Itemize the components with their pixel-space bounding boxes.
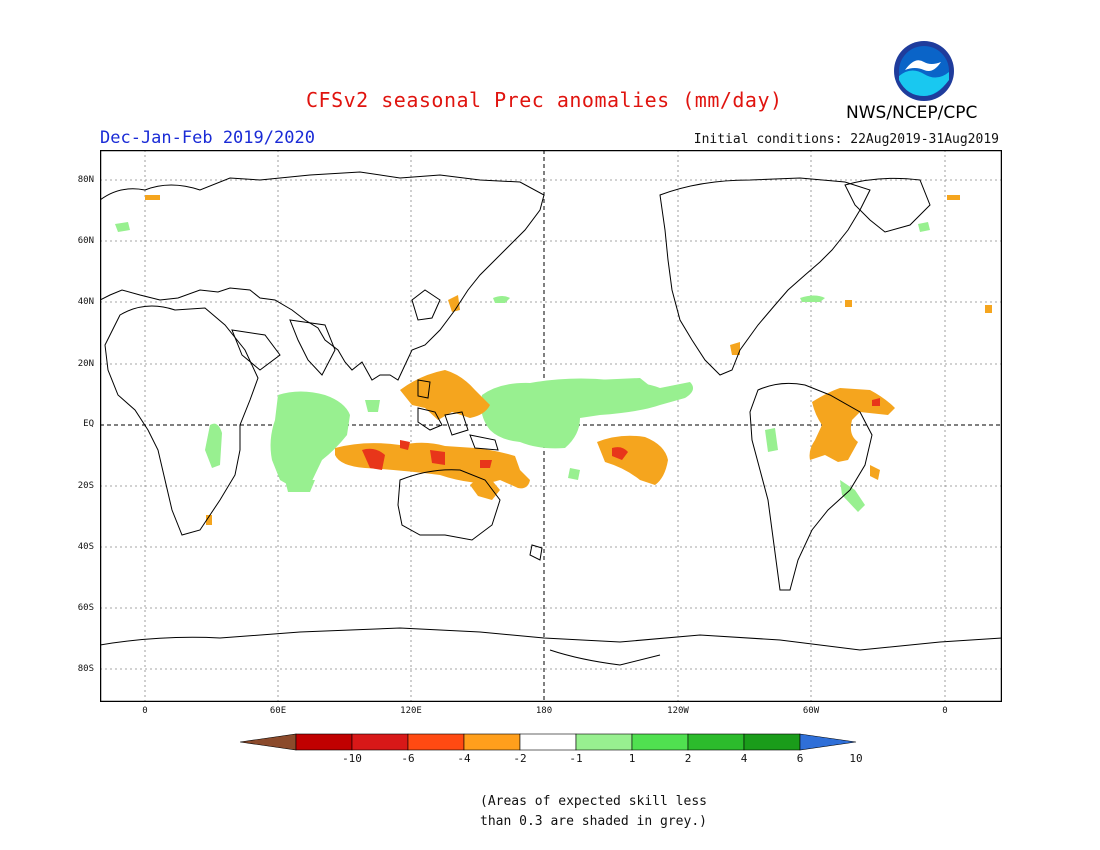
lat-label-40s: 40S	[77, 542, 94, 552]
colorbar-tick-label: -10	[342, 752, 362, 765]
lat-label-40n: 40N	[77, 297, 94, 307]
colorbar-cell	[295, 733, 353, 751]
map-title: CFSv2 seasonal Prec anomalies (mm/day)	[306, 88, 783, 112]
colorbar-arrow-high	[799, 733, 857, 751]
colorbar-cell	[407, 733, 465, 751]
season-label: Dec-Jan-Feb 2019/2020	[100, 128, 315, 148]
colorbar-cell	[575, 733, 633, 751]
skill-note: (Areas of expected skill less than 0.3 a…	[480, 792, 707, 832]
lon-label-180: 180	[535, 706, 553, 716]
lon-label-60w: 60W	[802, 706, 820, 716]
skill-note-line-2: than 0.3 are shaded in grey.)	[480, 814, 707, 829]
lon-label-60e: 60E	[269, 706, 287, 716]
colorbar-cell	[743, 733, 801, 751]
colorbar-tick-label: -4	[457, 752, 471, 765]
colorbar-tick-label: 6	[796, 752, 804, 765]
colorbar	[240, 733, 857, 751]
lon-label-0-east: 0	[942, 706, 948, 716]
colorbar-tick-label: 1	[628, 752, 636, 765]
strong-dry-anomalies	[362, 398, 880, 470]
colorbar-tick-label: 4	[740, 752, 748, 765]
colorbar-tick-label: -1	[569, 752, 583, 765]
lat-label-20n: 20N	[77, 359, 94, 369]
wet-anomalies	[115, 222, 930, 512]
lat-label-20s: 20S	[77, 481, 94, 491]
lat-label-80s: 80S	[77, 664, 94, 674]
colorbar-tick-label: 2	[684, 752, 692, 765]
agency-label: NWS/NCEP/CPC	[846, 103, 978, 123]
colorbar-cell	[631, 733, 689, 751]
skill-note-line-1: (Areas of expected skill less	[480, 794, 707, 809]
continent-outlines	[100, 171, 1002, 666]
colorbar-cell	[463, 733, 521, 751]
colorbar-cell	[351, 733, 409, 751]
lon-label-0: 0	[142, 706, 148, 716]
colorbar-cell	[519, 733, 577, 751]
lat-label-60s: 60S	[77, 603, 94, 613]
map-gridlines	[100, 150, 1002, 702]
noaa-logo-icon	[894, 41, 954, 101]
initial-conditions-label: Initial conditions: 22Aug2019-31Aug2019	[693, 132, 999, 147]
lat-label-60n: 60N	[77, 236, 94, 246]
colorbar-tick-label: -6	[401, 752, 415, 765]
colorbar-tick-label: 10	[849, 752, 863, 765]
colorbar-arrow-low	[240, 733, 297, 751]
lon-label-120w: 120W	[667, 706, 689, 716]
colorbar-cell	[687, 733, 745, 751]
lat-label-eq: EQ	[83, 419, 94, 429]
lat-label-80n: 80N	[77, 175, 94, 185]
lon-label-120e: 120E	[400, 706, 422, 716]
precipitation-anomaly-map	[100, 150, 1002, 702]
colorbar-tick-label: -2	[513, 752, 527, 765]
